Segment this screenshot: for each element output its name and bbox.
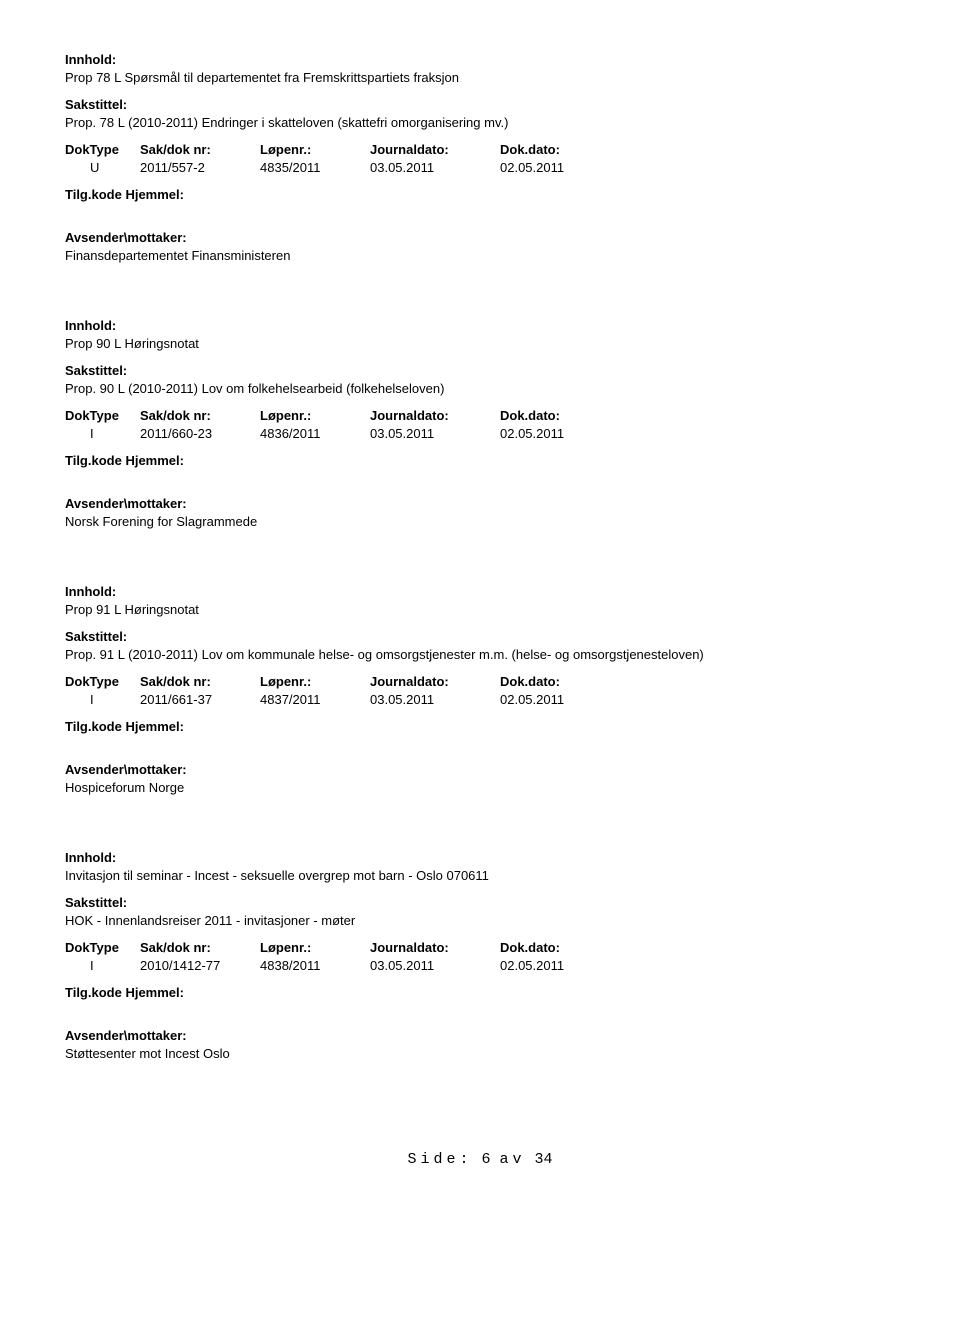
journaldato-header: Journaldato: <box>370 940 500 955</box>
journaldato-value: 03.05.2011 <box>370 426 500 441</box>
doktype-header: DokType <box>65 940 140 955</box>
innhold-label: Innhold: <box>65 52 895 67</box>
journaldato-header: Journaldato: <box>370 408 500 423</box>
avsender-text: Norsk Forening for Slagrammede <box>65 514 895 529</box>
doktype-header: DokType <box>65 674 140 689</box>
journal-record: Innhold: Prop 78 L Spørsmål til departem… <box>65 52 895 263</box>
dokdato-value: 02.05.2011 <box>500 692 630 707</box>
lopenr-value: 4836/2011 <box>260 426 370 441</box>
innhold-label: Innhold: <box>65 584 895 599</box>
journal-record: Innhold: Prop 90 L Høringsnotat Sakstitt… <box>65 318 895 529</box>
lopenr-value: 4835/2011 <box>260 160 370 175</box>
doktype-value: I <box>65 958 140 973</box>
hjemmel-label: Hjemmel: <box>125 453 184 468</box>
lopenr-header: Løpenr.: <box>260 408 370 423</box>
tilgkode-row: Tilg.kode Hjemmel: <box>65 719 895 734</box>
dokdato-value: 02.05.2011 <box>500 160 630 175</box>
innhold-text: Prop 91 L Høringsnotat <box>65 602 895 617</box>
sakdok-header: Sak/dok nr: <box>140 408 260 423</box>
tilgkode-label: Tilg.kode <box>65 719 122 734</box>
avsender-label: Avsender\mottaker: <box>65 762 895 777</box>
journaldato-value: 03.05.2011 <box>370 160 500 175</box>
table-header: DokType Sak/dok nr: Løpenr.: Journaldato… <box>65 142 895 157</box>
dokdato-header: Dok.dato: <box>500 940 630 955</box>
lopenr-header: Løpenr.: <box>260 142 370 157</box>
sakdok-value: 2011/660-23 <box>140 426 260 441</box>
innhold-label: Innhold: <box>65 850 895 865</box>
sakstittel-text: HOK - Innenlandsreiser 2011 - invitasjon… <box>65 913 895 928</box>
sakdok-value: 2011/661-37 <box>140 692 260 707</box>
sakstittel-label: Sakstittel: <box>65 363 895 378</box>
sakstittel-text: Prop. 90 L (2010-2011) Lov om folkehelse… <box>65 381 895 396</box>
tilgkode-row: Tilg.kode Hjemmel: <box>65 187 895 202</box>
tilgkode-label: Tilg.kode <box>65 985 122 1000</box>
innhold-text: Prop 78 L Spørsmål til departementet fra… <box>65 70 895 85</box>
journal-record: Innhold: Invitasjon til seminar - Incest… <box>65 850 895 1061</box>
tilgkode-label: Tilg.kode <box>65 453 122 468</box>
doktype-value: U <box>65 160 140 175</box>
avsender-label: Avsender\mottaker: <box>65 230 895 245</box>
sakdok-value: 2010/1412-77 <box>140 958 260 973</box>
tilgkode-row: Tilg.kode Hjemmel: <box>65 453 895 468</box>
lopenr-header: Løpenr.: <box>260 940 370 955</box>
table-row: I 2011/661-37 4837/2011 03.05.2011 02.05… <box>65 692 895 707</box>
table-row: I 2011/660-23 4836/2011 03.05.2011 02.05… <box>65 426 895 441</box>
sakdok-header: Sak/dok nr: <box>140 940 260 955</box>
tilgkode-label: Tilg.kode <box>65 187 122 202</box>
innhold-text: Prop 90 L Høringsnotat <box>65 336 895 351</box>
dokdato-value: 02.05.2011 <box>500 958 630 973</box>
innhold-text: Invitasjon til seminar - Incest - seksue… <box>65 868 895 883</box>
page-footer: Side: 6 av 34 <box>65 1151 895 1168</box>
av-label: av <box>500 1151 526 1168</box>
avsender-text: Finansdepartementet Finansministeren <box>65 248 895 263</box>
dokdato-value: 02.05.2011 <box>500 426 630 441</box>
page-num: 6 <box>481 1151 490 1168</box>
avsender-label: Avsender\mottaker: <box>65 1028 895 1043</box>
side-label: Side: <box>407 1151 472 1168</box>
journaldato-value: 03.05.2011 <box>370 958 500 973</box>
hjemmel-label: Hjemmel: <box>125 719 184 734</box>
sakstittel-label: Sakstittel: <box>65 97 895 112</box>
dokdato-header: Dok.dato: <box>500 674 630 689</box>
table-header: DokType Sak/dok nr: Løpenr.: Journaldato… <box>65 940 895 955</box>
journaldato-value: 03.05.2011 <box>370 692 500 707</box>
hjemmel-label: Hjemmel: <box>125 985 184 1000</box>
table-row: I 2010/1412-77 4838/2011 03.05.2011 02.0… <box>65 958 895 973</box>
tilgkode-row: Tilg.kode Hjemmel: <box>65 985 895 1000</box>
sakdok-header: Sak/dok nr: <box>140 674 260 689</box>
lopenr-header: Løpenr.: <box>260 674 370 689</box>
page-total: 34 <box>535 1151 553 1168</box>
lopenr-value: 4838/2011 <box>260 958 370 973</box>
journaldato-header: Journaldato: <box>370 142 500 157</box>
table-row: U 2011/557-2 4835/2011 03.05.2011 02.05.… <box>65 160 895 175</box>
table-header: DokType Sak/dok nr: Løpenr.: Journaldato… <box>65 674 895 689</box>
lopenr-value: 4837/2011 <box>260 692 370 707</box>
sakstittel-label: Sakstittel: <box>65 629 895 644</box>
avsender-label: Avsender\mottaker: <box>65 496 895 511</box>
journaldato-header: Journaldato: <box>370 674 500 689</box>
doktype-header: DokType <box>65 142 140 157</box>
avsender-text: Støttesenter mot Incest Oslo <box>65 1046 895 1061</box>
journal-record: Innhold: Prop 91 L Høringsnotat Sakstitt… <box>65 584 895 795</box>
sakstittel-text: Prop. 91 L (2010-2011) Lov om kommunale … <box>65 647 895 662</box>
sakdok-value: 2011/557-2 <box>140 160 260 175</box>
doktype-header: DokType <box>65 408 140 423</box>
innhold-label: Innhold: <box>65 318 895 333</box>
table-header: DokType Sak/dok nr: Løpenr.: Journaldato… <box>65 408 895 423</box>
sakdok-header: Sak/dok nr: <box>140 142 260 157</box>
sakstittel-text: Prop. 78 L (2010-2011) Endringer i skatt… <box>65 115 895 130</box>
hjemmel-label: Hjemmel: <box>125 187 184 202</box>
sakstittel-label: Sakstittel: <box>65 895 895 910</box>
doktype-value: I <box>65 692 140 707</box>
doktype-value: I <box>65 426 140 441</box>
avsender-text: Hospiceforum Norge <box>65 780 895 795</box>
dokdato-header: Dok.dato: <box>500 408 630 423</box>
dokdato-header: Dok.dato: <box>500 142 630 157</box>
